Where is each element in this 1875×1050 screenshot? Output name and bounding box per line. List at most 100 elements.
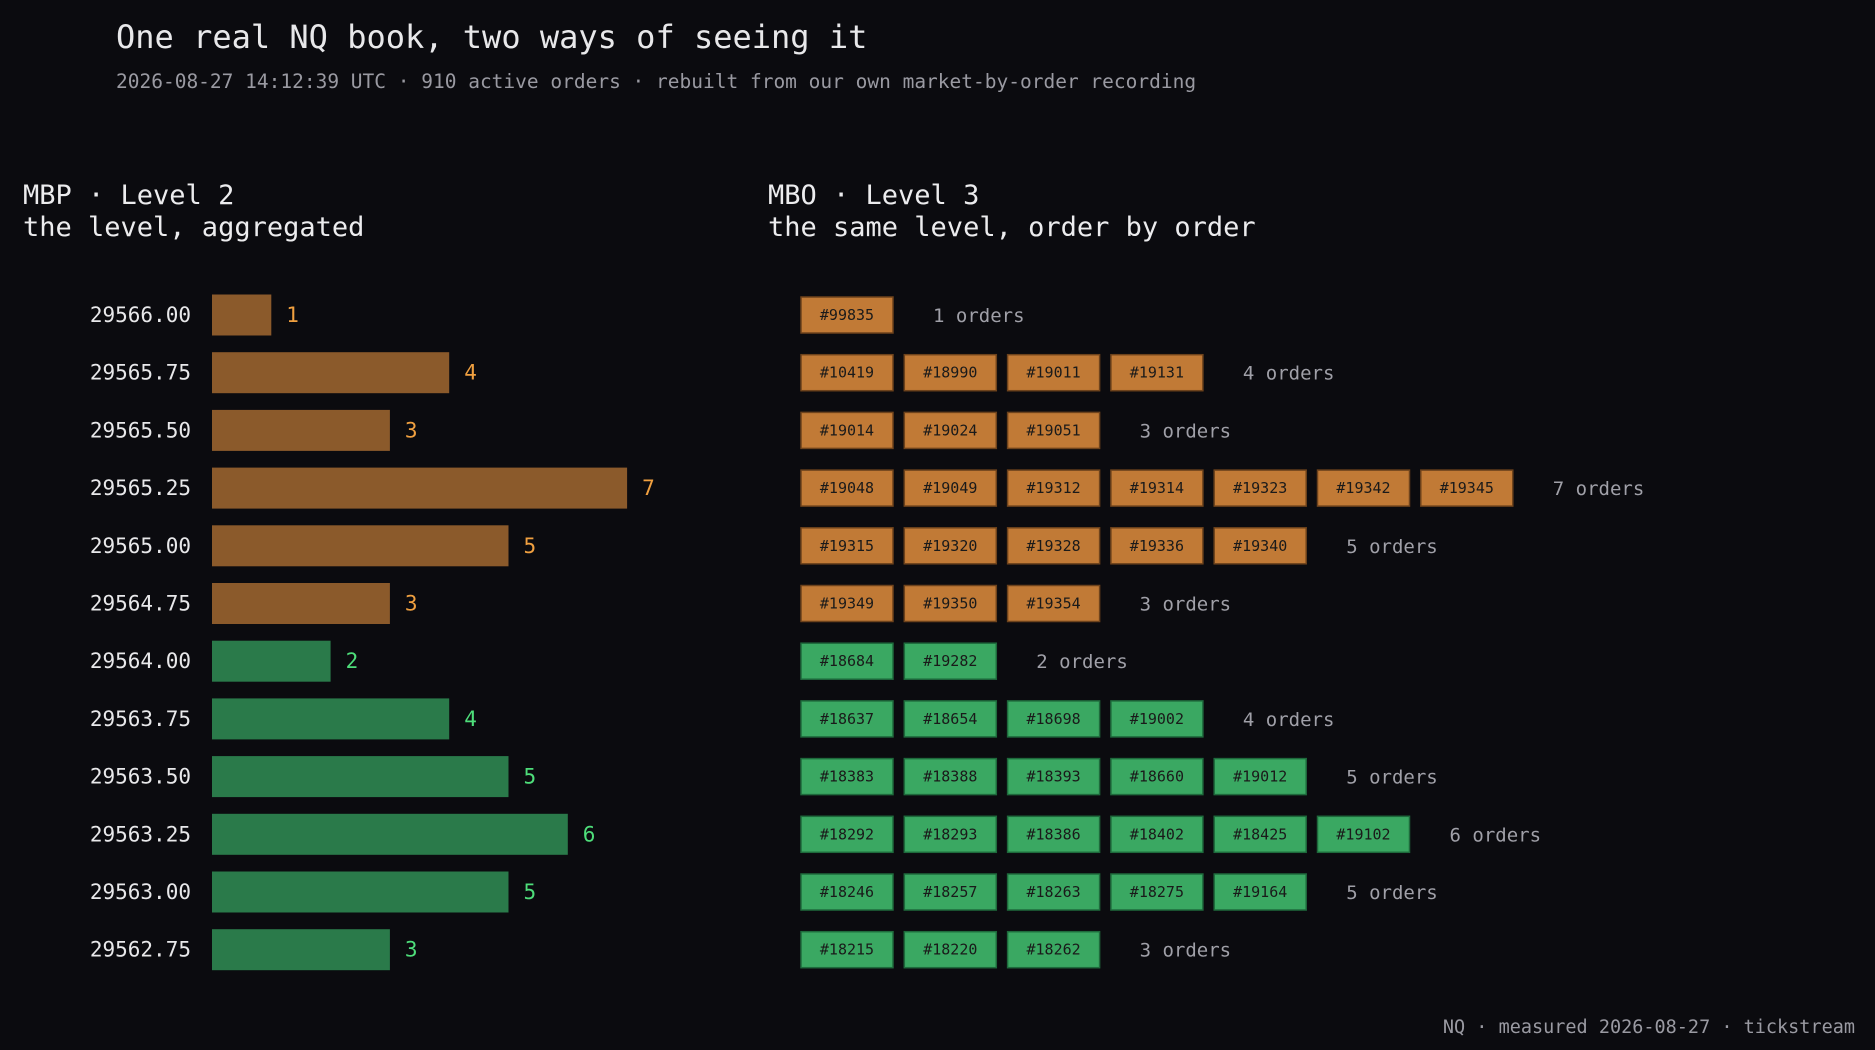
ask-order-chip (800, 469, 894, 507)
bid-order-chip (1316, 815, 1411, 854)
order-id-label: #18263 (1027, 883, 1081, 901)
mbo-panel-subtitle: the same level, order by order (768, 212, 1256, 243)
order-id-label: #18654 (923, 710, 977, 728)
footer-note: NQ · measured 2026-08-27 · tickstream (1442, 1017, 1855, 1038)
order-id-label: #19345 (1440, 479, 1494, 497)
price-label: 29565.50 (90, 418, 191, 442)
order-id-label: #18637 (820, 710, 874, 728)
bid-order-chip (1213, 815, 1307, 854)
page-title: One real NQ book, two ways of seeing it (116, 18, 868, 56)
order-id-label: #18246 (820, 883, 874, 901)
order-id-label: #19049 (923, 479, 977, 497)
mbo-panel-heading: MBO · Level 3 the same level, order by o… (768, 180, 1256, 244)
order-id-label: #19350 (923, 595, 977, 613)
ask-order-chip (903, 469, 998, 507)
order-id-label: #18990 (923, 364, 977, 382)
orders-count-label: 2 orders (1036, 651, 1128, 673)
ask-order-chip (1006, 353, 1101, 392)
ask-order-chip (800, 353, 894, 392)
ask-order-chip (1006, 527, 1101, 565)
order-id-label: #18684 (820, 652, 874, 670)
orders-count-label: 4 orders (1243, 709, 1335, 731)
order-id-label: #18698 (1027, 710, 1081, 728)
ask-order-chip (1006, 469, 1101, 507)
ask-order-chip (800, 584, 894, 623)
price-label: 29565.25 (90, 476, 191, 500)
ask-order-chip (1110, 353, 1204, 392)
order-id-label: #19014 (820, 421, 874, 439)
order-id-label: #18660 (1130, 768, 1184, 786)
bar-count-label: 2 (346, 649, 359, 673)
ask-order-chip (903, 584, 998, 623)
bid-order-chip (903, 757, 998, 796)
bar-count-label: 5 (524, 765, 537, 789)
bid-order-chip (800, 930, 894, 969)
ask-order-chip (800, 411, 894, 450)
orders-count-label: 7 orders (1553, 478, 1645, 500)
bid-order-chip (1110, 700, 1204, 738)
orders-count-label: 5 orders (1346, 536, 1438, 558)
order-id-label: #19011 (1027, 364, 1081, 382)
price-label: 29562.75 (90, 938, 191, 962)
order-id-label: #19323 (1233, 479, 1287, 497)
order-id-label: #18257 (923, 883, 977, 901)
order-id-label: #18383 (820, 768, 874, 786)
bid-level-bar (212, 929, 390, 971)
orders-count-label: 4 orders (1243, 363, 1335, 385)
price-label: 29563.50 (90, 765, 191, 789)
bid-order-chip (1006, 930, 1101, 969)
orders-count-label: 3 orders (1140, 420, 1232, 442)
ask-order-chip (903, 411, 998, 450)
order-id-label: #19102 (1336, 825, 1390, 843)
price-label: 29564.00 (90, 649, 191, 673)
order-id-label: #19354 (1027, 595, 1081, 613)
order-id-label: #19349 (820, 595, 874, 613)
bar-count-label: 3 (405, 592, 418, 616)
bid-level-bar (212, 871, 509, 913)
ask-level-bar (212, 352, 450, 394)
order-id-label: #19328 (1027, 537, 1081, 555)
bar-count-label: 6 (583, 822, 596, 846)
order-id-label: #18425 (1233, 825, 1287, 843)
orders-count-label: 3 orders (1140, 940, 1232, 962)
bid-level-bar (212, 813, 568, 855)
order-id-label: #18393 (1027, 768, 1081, 786)
price-label: 29565.75 (90, 361, 191, 385)
bid-order-chip (800, 815, 894, 854)
orders-count-label: 5 orders (1346, 882, 1438, 904)
price-label: 29564.75 (90, 592, 191, 616)
order-id-label: #10419 (820, 364, 874, 382)
order-id-label: #19282 (923, 652, 977, 670)
order-id-label: #18386 (1027, 825, 1081, 843)
order-id-label: #18220 (923, 941, 977, 959)
order-id-label: #19312 (1027, 479, 1081, 497)
ask-level-bar (212, 294, 272, 336)
order-id-label: #18293 (923, 825, 977, 843)
mbp-panel-subtitle: the level, aggregated (23, 212, 365, 243)
ask-order-chip (800, 296, 894, 334)
order-id-label: #19315 (820, 537, 874, 555)
bid-level-bar (212, 756, 509, 798)
bid-order-chip (903, 873, 998, 911)
order-id-label: #19164 (1233, 883, 1287, 901)
ask-order-chip (1110, 527, 1204, 565)
order-id-label: #19336 (1130, 537, 1184, 555)
mbp-panel-title: MBP · Level 2 (23, 180, 235, 211)
bid-order-chip (903, 642, 998, 680)
ask-order-chip (800, 527, 894, 565)
order-id-label: #19051 (1027, 421, 1081, 439)
order-id-label: #19314 (1130, 479, 1184, 497)
order-id-label: #19024 (923, 421, 977, 439)
bid-level-bar (212, 640, 331, 682)
bid-order-chip (1006, 757, 1101, 796)
ask-order-chip (1316, 469, 1411, 507)
bid-order-chip (903, 700, 998, 738)
page-subtitle: 2026-08-27 14:12:39 UTC · 910 active ord… (116, 70, 1197, 93)
order-id-label: #18292 (820, 825, 874, 843)
bid-order-chip (1213, 757, 1307, 796)
price-label: 29566.00 (90, 303, 191, 327)
orders-count-label: 3 orders (1140, 594, 1232, 616)
bar-count-label: 7 (642, 476, 655, 500)
ask-order-chip (1006, 411, 1101, 450)
order-id-label: #19012 (1233, 768, 1287, 786)
